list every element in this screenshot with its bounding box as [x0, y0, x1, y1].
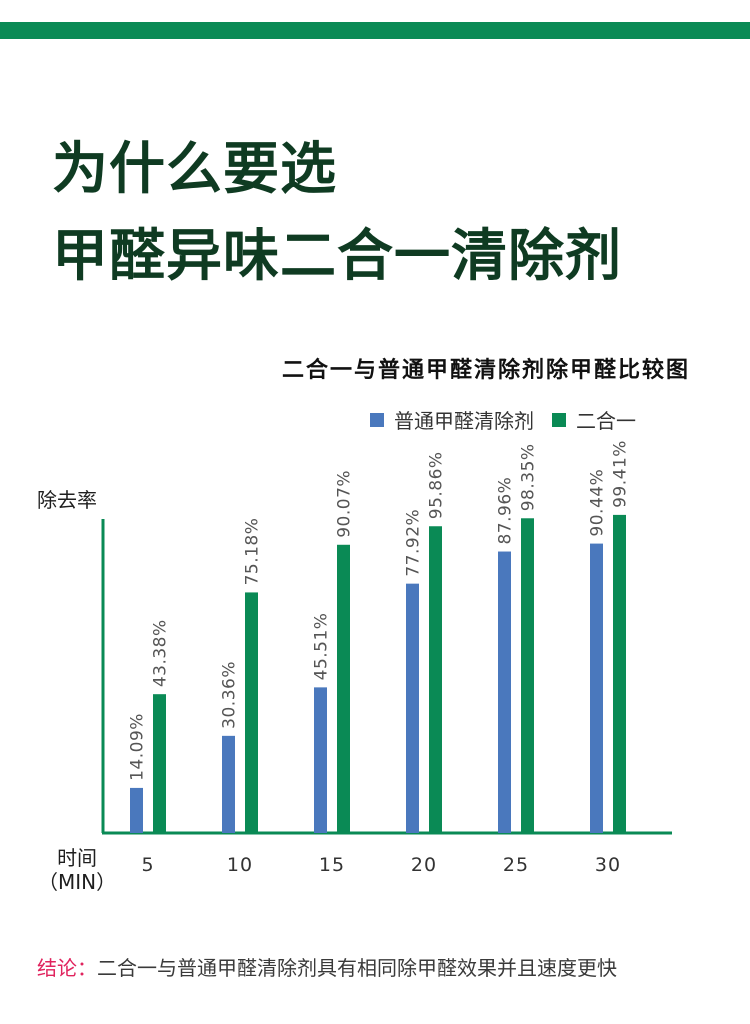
bar-two-in-one-20 — [429, 526, 442, 833]
legend-swatch-blue — [370, 412, 384, 427]
data-label-regular-30: 90.44% — [588, 469, 608, 537]
bar-two-in-one-30 — [613, 514, 626, 833]
bar-regular-10 — [222, 735, 235, 833]
bar-regular-30 — [590, 543, 603, 833]
top-accent-bar — [0, 22, 750, 39]
chart-legend: 普通甲醛清除剂 二合一 — [370, 405, 654, 434]
data-label-two-in-one-20: 95.86% — [427, 451, 447, 519]
headline-line-1: 为什么要选 — [52, 137, 337, 202]
bar-two-in-one-15 — [337, 544, 350, 833]
x-tick-label-30: 30 — [595, 854, 621, 876]
data-label-regular-10: 30.36% — [220, 661, 240, 729]
bar-regular-25 — [498, 551, 511, 833]
legend-item-two-in-one: 二合一 — [552, 405, 636, 434]
x-tick-label-25: 25 — [503, 854, 529, 876]
y-axis-label: 除去率 — [37, 488, 97, 512]
bar-two-in-one-10 — [245, 592, 258, 833]
data-label-regular-20: 77.92% — [404, 509, 424, 577]
headline-line-2: 甲醛异味二合一清除剂 — [52, 224, 622, 289]
conclusion-label: 结论： — [37, 956, 97, 980]
x-axis-label-line-1: 时间 — [57, 846, 98, 870]
legend-item-regular: 普通甲醛清除剂 — [370, 405, 534, 434]
data-label-two-in-one-30: 99.41% — [611, 440, 631, 508]
bar-two-in-one-25 — [521, 518, 534, 833]
x-axis-label-line-2: （MIN） — [38, 870, 117, 894]
data-label-two-in-one-5: 43.38% — [151, 619, 171, 687]
bar-regular-15 — [314, 687, 327, 833]
legend-label-regular: 普通甲醛清除剂 — [394, 409, 534, 433]
legend-swatch-green — [552, 412, 566, 427]
x-tick-label-20: 20 — [411, 854, 437, 876]
x-tick-label-10: 10 — [227, 854, 253, 876]
legend-label-two-in-one: 二合一 — [576, 409, 636, 433]
x-axis-label: 时间 （MIN） — [38, 846, 116, 894]
data-label-regular-15: 45.51% — [312, 613, 332, 681]
bar-regular-5 — [130, 787, 143, 833]
data-label-two-in-one-10: 75.18% — [243, 518, 263, 586]
data-label-regular-5: 14.09% — [128, 713, 148, 781]
conclusion: 结论：二合一与普通甲醛清除剂具有相同除甲醛效果并且速度更快 — [37, 952, 617, 981]
data-label-two-in-one-15: 90.07% — [335, 470, 355, 538]
x-tick-label-15: 15 — [319, 854, 345, 876]
bar-regular-20 — [406, 583, 419, 833]
data-label-regular-25: 87.96% — [496, 477, 516, 545]
bar-two-in-one-5 — [153, 694, 166, 833]
data-label-two-in-one-25: 98.35% — [519, 443, 539, 511]
conclusion-text: 二合一与普通甲醛清除剂具有相同除甲醛效果并且速度更快 — [97, 956, 617, 980]
chart-title: 二合一与普通甲醛清除剂除甲醛比较图 — [281, 358, 690, 383]
x-tick-label-5: 5 — [141, 854, 154, 876]
